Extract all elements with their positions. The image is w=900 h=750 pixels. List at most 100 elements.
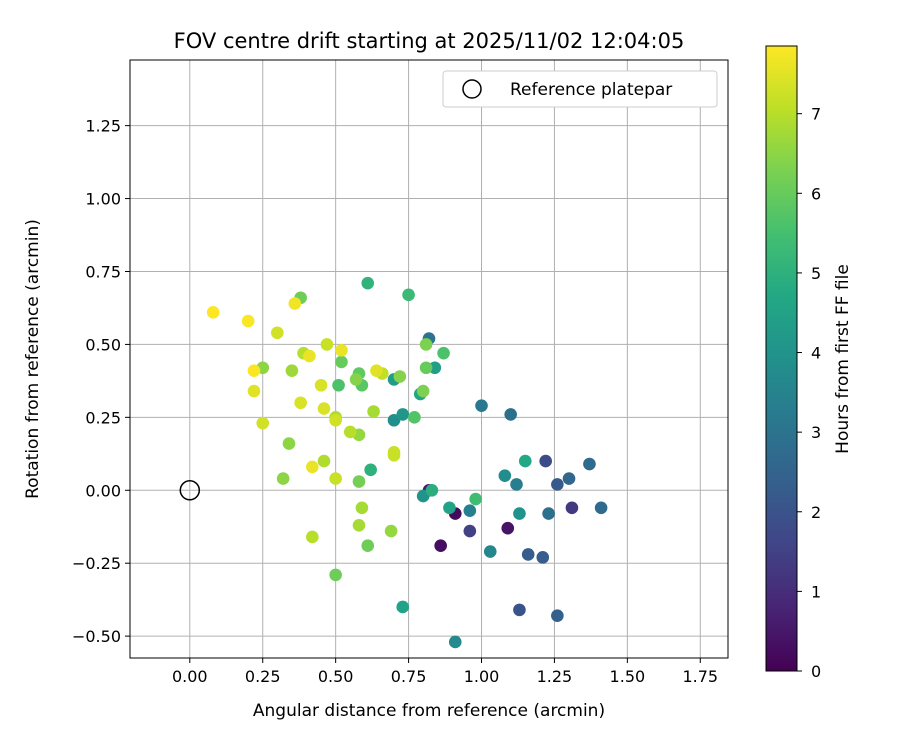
data-point [317,454,331,468]
colorbar: 0 1 2 3 4 5 6 7 Hours from first FF file [765,45,853,681]
grid [130,60,728,658]
reference-platepar-marker [179,480,201,501]
data-point [329,413,342,427]
data-point [434,539,447,552]
data-point [206,306,220,319]
x-tick-label: 1.75 [682,667,718,686]
data-point [343,425,357,439]
data-point [483,545,497,558]
data-point [393,370,407,383]
data-point [448,635,462,649]
data-point [501,521,515,535]
data-point [498,469,512,482]
data-point [469,492,482,506]
data-point [314,378,328,392]
chart-title: FOV centre drift starting at 2025/11/02 … [174,29,685,53]
data-point [361,539,375,552]
colorbar-tick-label: 2 [811,503,821,522]
data-point [583,457,596,471]
legend-reference-marker [462,79,482,99]
x-axis-label: Angular distance from reference (arcmin) [253,701,605,721]
data-point [419,361,433,375]
colorbar-tick-label: 0 [811,662,821,681]
colorbar-tick-label: 4 [811,344,821,363]
data-point [329,568,342,582]
data-point [361,276,375,290]
data-point [247,364,261,377]
data-point [364,463,377,477]
data-point [425,483,439,497]
data-point [303,349,316,363]
data-point [384,524,398,538]
data-point [536,551,550,564]
data-point [367,405,380,418]
data-point [271,326,284,340]
colorbar-tick-label: 6 [811,184,821,203]
colorbar-tick-label: 5 [811,264,821,283]
data-point [475,399,488,412]
y-axis-ticks: −0.50 −0.25 0.00 0.25 0.50 0.75 1.00 1.25 [72,117,130,646]
colorbar-ticks: 0 1 2 3 4 5 6 7 [797,105,821,681]
data-point [551,609,564,623]
data-point [247,384,261,398]
x-axis-ticks: 0.00 0.25 0.50 0.75 1.00 1.25 1.50 1.75 [172,658,718,686]
data-point [387,448,401,462]
data-point [437,346,450,360]
y-tick-label: 0.25 [85,408,121,427]
y-tick-label: 1.00 [85,190,121,209]
data-point [352,518,366,532]
x-tick-label: 1.25 [537,667,573,686]
data-point [562,472,576,485]
data-point [521,548,535,561]
data-point [513,603,526,617]
colorbar-gradient [765,45,798,672]
data-point [513,507,526,520]
data-point [282,437,296,450]
colorbar-label: Hours from first FF file [833,264,853,454]
data-point [463,504,477,517]
x-tick-label: 1.50 [610,667,646,686]
data-point [443,501,456,515]
data-point [551,478,564,491]
y-tick-label: 0.75 [85,262,121,281]
data-point [594,501,608,515]
data-point [565,501,579,515]
y-tick-label: 1.25 [85,117,121,136]
data-point [317,402,331,415]
reference-marker-group [179,480,201,501]
data-point [463,524,477,538]
legend-label-reference: Reference platepar [510,80,672,100]
data-point [241,314,255,328]
colorbar-tick-label: 7 [811,105,821,124]
y-tick-label: 0.00 [85,481,121,500]
data-point [306,530,319,544]
x-tick-label: 0.25 [245,667,281,686]
legend: Reference platepar [442,70,718,108]
data-point [402,288,415,302]
data-point [408,411,421,424]
data-point [276,472,290,485]
data-point [396,408,410,421]
data-point [329,472,342,485]
plot-frame [129,59,729,659]
data-point [335,343,348,357]
data-point [285,364,299,377]
data-point [518,454,532,468]
data-point [288,297,302,310]
data-point [396,600,410,614]
y-tick-label: −0.25 [72,554,121,573]
data-point [256,416,270,430]
data-point [335,355,348,369]
colorbar-tick-label: 1 [811,582,821,601]
x-tick-label: 0.50 [318,667,354,686]
data-point [294,396,307,410]
colorbar-tick-label: 3 [811,423,821,442]
data-point [504,408,517,421]
legend-box [442,70,718,108]
data-point [352,475,366,488]
y-axis-label: Rotation from reference (arcmin) [23,219,43,499]
data-point [510,478,523,491]
y-tick-label: 0.50 [85,335,121,354]
data-point [539,454,552,468]
